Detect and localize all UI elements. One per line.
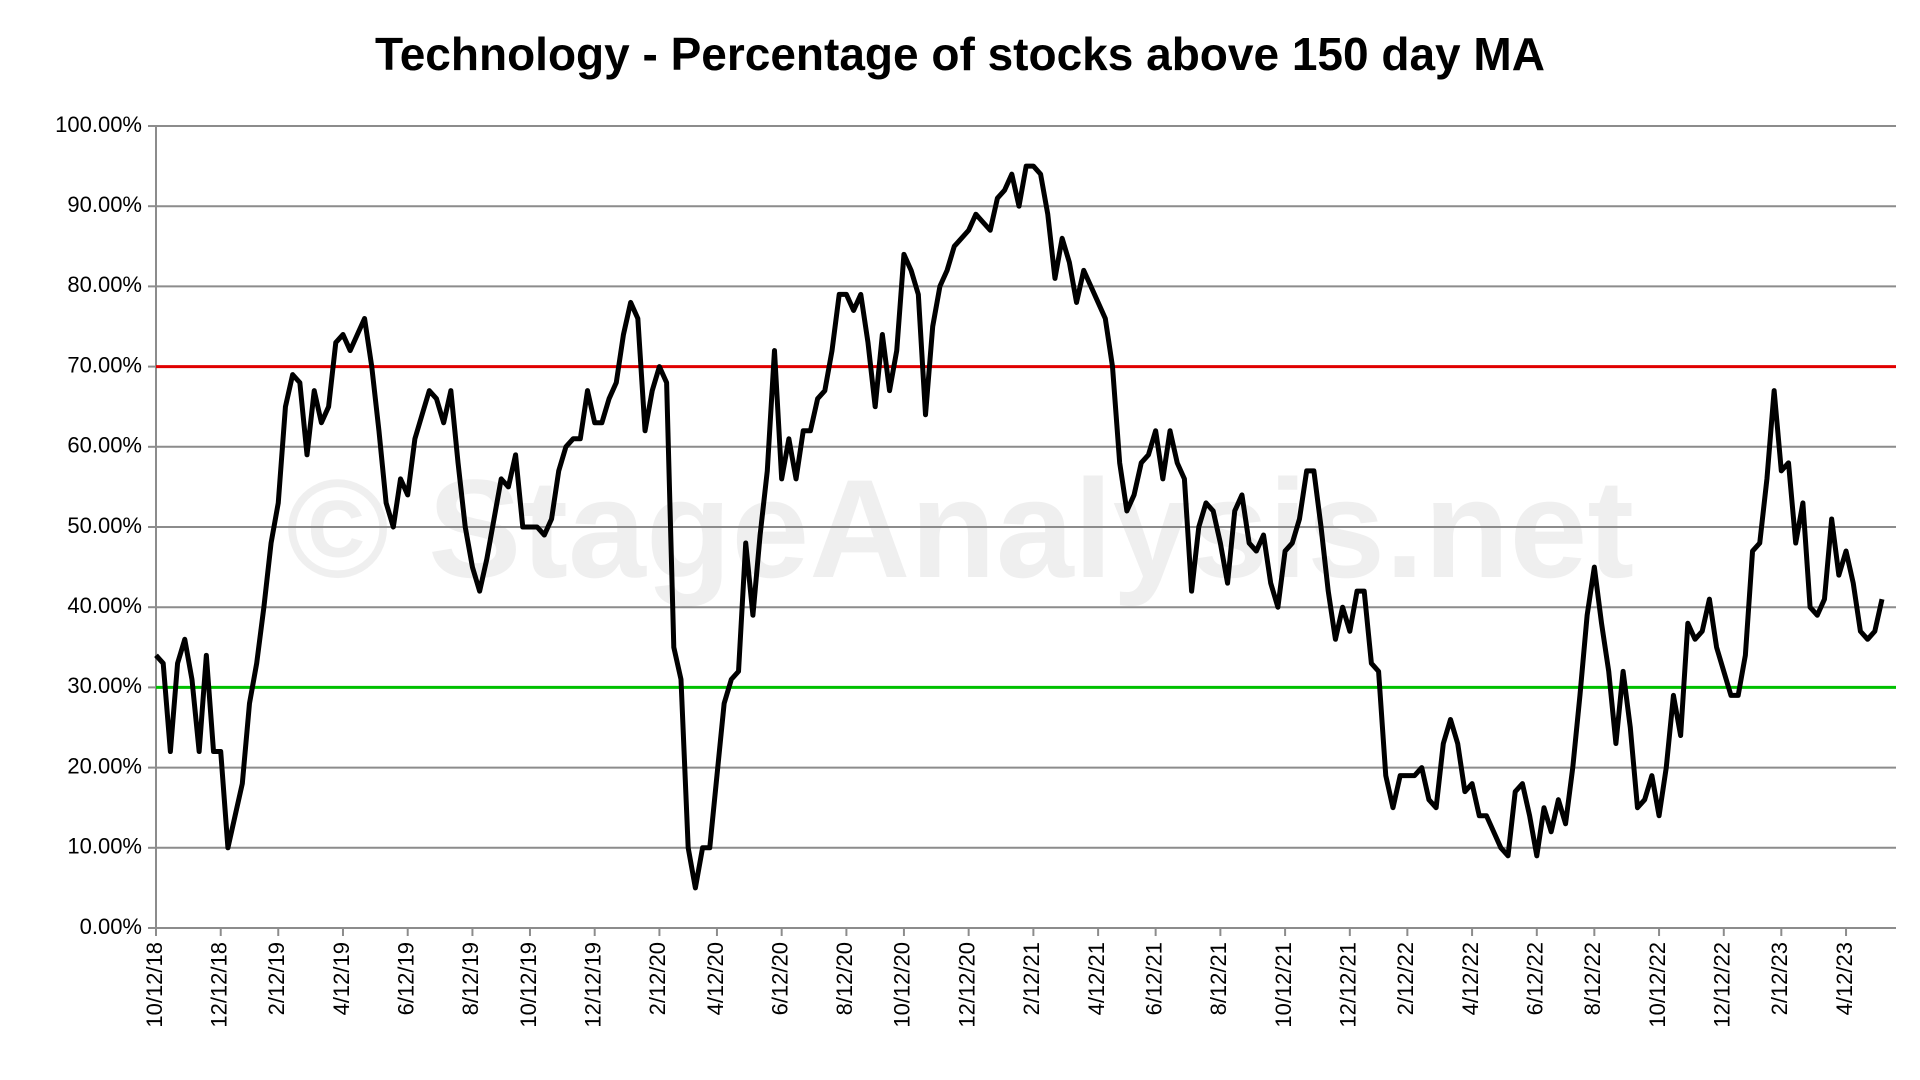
- x-tick-label: 4/12/19: [329, 942, 354, 1015]
- y-tick-label: 50.00%: [67, 513, 142, 538]
- x-tick-label: 4/12/21: [1084, 942, 1109, 1015]
- y-tick-label: 10.00%: [67, 834, 142, 859]
- chart-title: Technology - Percentage of stocks above …: [375, 28, 1545, 80]
- y-tick-label: 80.00%: [67, 272, 142, 297]
- x-tick-label: 6/12/21: [1141, 942, 1166, 1015]
- y-tick-label: 30.00%: [67, 673, 142, 698]
- y-tick-label: 70.00%: [67, 352, 142, 377]
- x-tick-label: 8/12/20: [832, 942, 857, 1015]
- x-tick-label: 10/12/19: [516, 942, 541, 1028]
- x-tick-label: 12/12/22: [1710, 942, 1735, 1028]
- y-tick-label: 100.00%: [55, 112, 142, 137]
- y-tick-label: 40.00%: [67, 593, 142, 618]
- x-tick-label: 2/12/23: [1767, 942, 1792, 1015]
- x-tick-label: 12/12/20: [954, 942, 979, 1028]
- watermark: © StageAnalysis.net: [286, 450, 1634, 607]
- x-tick-label: 10/12/21: [1271, 942, 1296, 1028]
- y-tick-label: 20.00%: [67, 753, 142, 778]
- x-tick-label: 12/12/18: [207, 942, 232, 1028]
- x-tick-label: 4/12/23: [1832, 942, 1857, 1015]
- x-tick-label: 8/12/21: [1206, 942, 1231, 1015]
- x-tick-label: 2/12/21: [1019, 942, 1044, 1015]
- x-tick-label: 2/12/22: [1393, 942, 1418, 1015]
- x-tick-label: 2/12/20: [645, 942, 670, 1015]
- x-tick-label: 6/12/19: [394, 942, 419, 1015]
- x-tick-label: 12/12/19: [581, 942, 606, 1028]
- x-tick-label: 4/12/22: [1458, 942, 1483, 1015]
- y-tick-label: 0.00%: [80, 914, 142, 939]
- x-tick-label: 10/12/22: [1645, 942, 1670, 1028]
- x-tick-label: 4/12/20: [703, 942, 728, 1015]
- x-tick-label: 6/12/20: [767, 942, 792, 1015]
- x-tick-label: 10/12/18: [142, 942, 167, 1028]
- x-tick-label: 8/12/22: [1580, 942, 1605, 1015]
- y-tick-label: 90.00%: [67, 192, 142, 217]
- x-tick-label: 8/12/19: [458, 942, 483, 1015]
- data-line: [154, 163, 1885, 891]
- x-tick-label: 12/12/21: [1336, 942, 1361, 1028]
- x-tick-label: 2/12/19: [264, 942, 289, 1015]
- x-tick-label: 10/12/20: [890, 942, 915, 1028]
- x-tick-label: 6/12/22: [1523, 942, 1548, 1015]
- y-tick-label: 60.00%: [67, 433, 142, 458]
